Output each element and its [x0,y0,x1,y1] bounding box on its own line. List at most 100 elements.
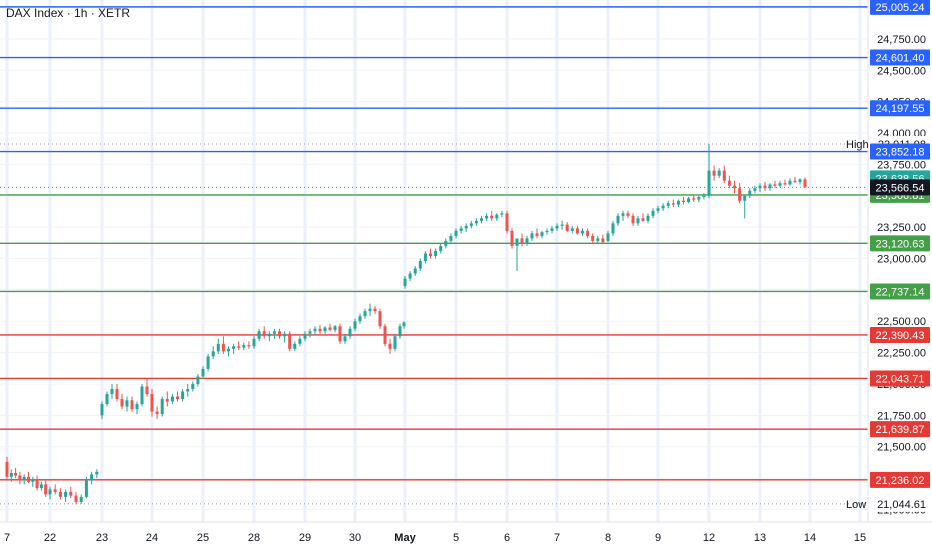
y-tick-label: 22,500.00 [877,316,926,328]
candle-body [278,331,281,337]
candle-body [237,346,241,348]
candle-body [758,185,762,189]
x-tick-label: 30 [349,532,361,544]
candle-body [318,328,322,332]
candle-body [257,331,261,339]
candle-body [31,479,35,482]
level-price-label: 24,197.55 [876,103,925,115]
x-tick-label: 6 [504,532,510,544]
candle-body [125,400,129,407]
candle-body [611,223,615,234]
candle-body [211,351,215,357]
candle-body [449,235,453,241]
candle-body [191,383,195,389]
candle-body [323,327,327,332]
candle-body [100,404,104,416]
candle-body [308,331,312,334]
low-marker-bg [872,495,930,512]
level-price-label: 21,639.87 [876,424,925,436]
candle-body [753,188,757,191]
candle-body [763,185,767,189]
candle-body [227,348,230,352]
candle-body [5,461,9,477]
candle-body [160,399,164,415]
y-tick-label: 23,750.00 [877,159,926,171]
candle-body [530,233,534,239]
candle-body [140,386,144,405]
candle-body [74,495,78,502]
candle-body [298,338,302,344]
candle-body [707,170,711,196]
y-tick-label: 24,500.00 [877,65,926,77]
candle-body [575,228,579,234]
level-price-label: 24,601.40 [876,53,925,65]
candle-body [58,491,62,497]
candle-body [601,238,605,243]
candle-body [500,213,504,215]
y-tick-label: 21,500.00 [877,442,926,454]
candle-body [661,205,665,209]
candle-body [702,195,706,198]
candle-body [413,268,417,274]
candle-body [196,376,200,384]
candle-body [550,228,554,231]
candle-body [84,480,88,497]
candle-body [666,203,670,206]
candle-body [69,491,73,496]
x-tick-label: 23 [96,532,108,544]
candle-body [303,333,307,339]
candle-body [692,198,696,200]
candle-body [343,336,347,342]
low-marker-value: 21,044.61 [877,499,926,511]
level-price-label: 23,852.18 [876,147,925,159]
candle-body [444,240,448,246]
candle-body [429,253,432,256]
candle-body [48,489,52,495]
candle-body [293,343,297,349]
candle-body [480,218,483,221]
candle-body [373,308,377,312]
level-price-label: 22,390.43 [876,330,925,342]
x-tick-label: 29 [299,532,311,544]
candle-body [383,326,387,344]
level-price-box [870,471,930,488]
candle-body [727,180,731,186]
level-price-label: 25,005.24 [876,2,925,14]
candle-body [358,316,362,322]
candle-body [515,238,519,246]
candle-body [733,185,736,189]
y-tick-label: 23,250.00 [877,222,926,234]
candle-body [22,476,26,481]
candle-body [621,213,625,216]
x-tick-label: 24 [146,532,158,544]
candle-body [586,230,590,236]
candle-body [363,311,367,317]
candle-body [606,233,610,241]
candle-body [783,183,787,185]
candle-body [120,399,124,407]
candle-body [646,215,650,221]
candle-body [545,230,549,233]
candle-body [348,328,352,337]
candle-body [262,331,266,337]
level-price-box [870,326,930,343]
candle-body [398,326,402,337]
candle-body [520,238,524,244]
y-tick-label: 22,250.00 [877,348,926,360]
x-tick-label: 8 [605,532,611,544]
candle-body [636,218,640,224]
candle-body [565,224,569,231]
candle-body [90,474,94,481]
candle-body [596,238,600,241]
candle-body [115,388,119,400]
level-price-label: 23,120.63 [876,238,925,250]
x-tick-label: 28 [248,532,260,544]
candle-body [14,473,18,476]
candle-body [418,261,422,269]
candle-body [338,326,342,342]
level-price-label: 21,236.02 [876,475,925,487]
time-axis-bg [0,522,932,550]
candle-body [35,479,39,489]
